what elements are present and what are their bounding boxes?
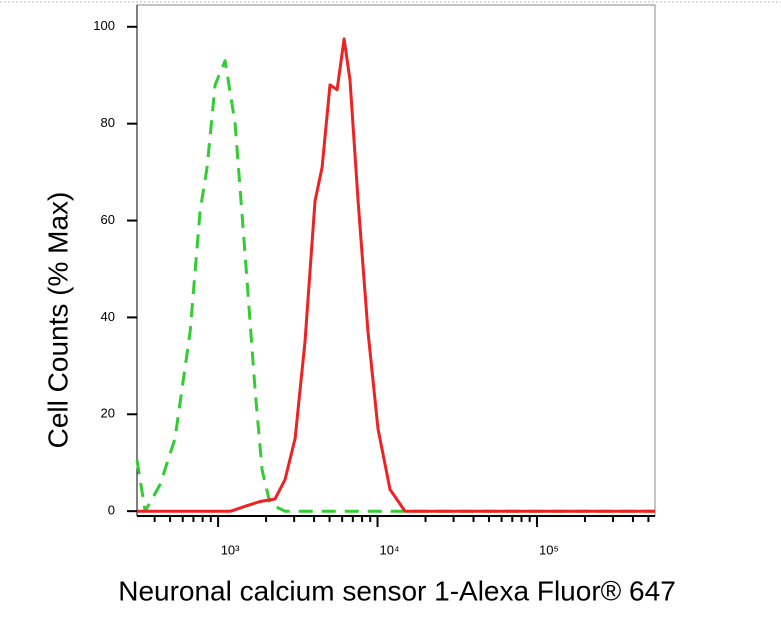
y-tick-label: 40: [101, 309, 115, 324]
plot-frame: [136, 4, 656, 517]
y-axis-label: Cell Counts (% Max): [42, 192, 73, 449]
series-line: [137, 37, 655, 513]
y-tick-label: 20: [101, 406, 115, 421]
y-tick-label: 80: [101, 115, 115, 130]
y-tick-label: 0: [108, 503, 115, 518]
x-tick-label: 10⁴: [380, 542, 400, 557]
series-line: [135, 59, 655, 513]
x-tick-label: 10⁵: [539, 542, 559, 557]
x-tick-label: 10³: [221, 542, 240, 557]
y-tick-label: 60: [101, 212, 115, 227]
x-axis-label: Neuronal calcium sensor 1-Alexa Fluor® 6…: [118, 575, 676, 606]
y-tick-label: 100: [93, 18, 115, 33]
